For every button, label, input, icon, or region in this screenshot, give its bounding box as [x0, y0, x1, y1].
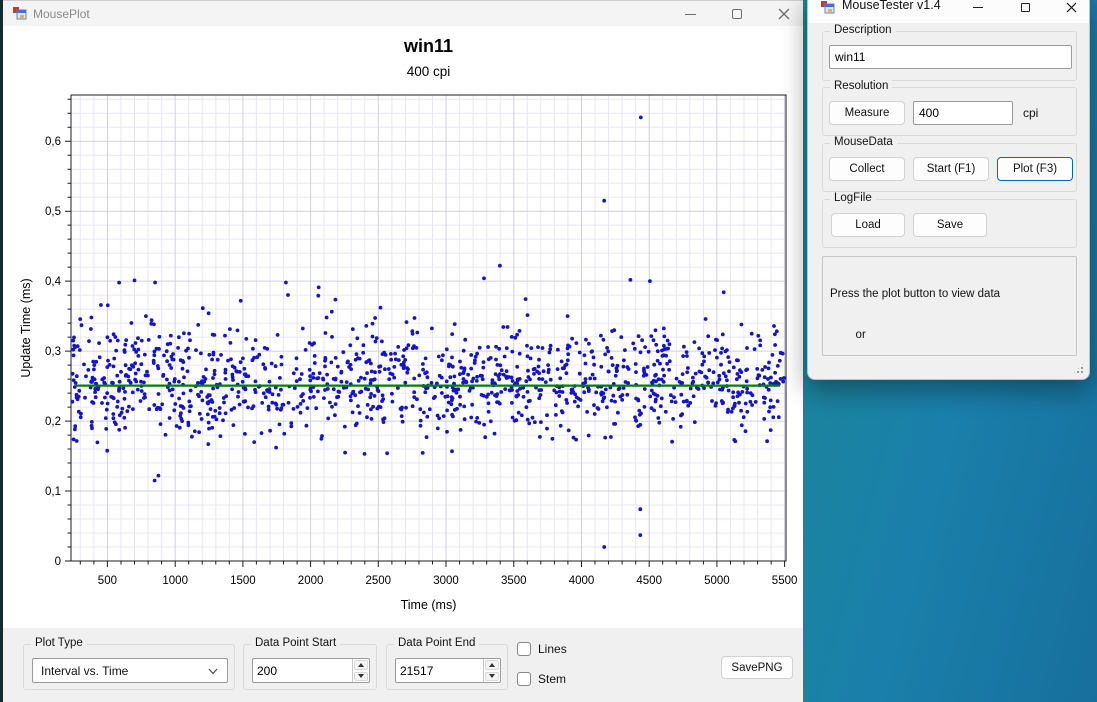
- data-point-start-spinner: [252, 658, 370, 683]
- svg-text:0,1: 0,1: [45, 486, 61, 498]
- mousedata-group: MouseData Collect Start (F1) Plot (F3): [822, 136, 1077, 192]
- close-icon: [778, 8, 790, 20]
- svg-text:1000: 1000: [162, 575, 188, 587]
- plot-type-value: Interval vs. Time: [41, 663, 129, 678]
- chevron-down-icon: [208, 668, 218, 675]
- svg-text:0,6: 0,6: [45, 136, 61, 148]
- chart-title: win11: [403, 36, 454, 56]
- save-button[interactable]: Save: [913, 213, 987, 237]
- close-button[interactable]: [761, 1, 807, 27]
- data-point-start-input[interactable]: [253, 659, 352, 682]
- plot-type-group: Plot Type Interval vs. Time: [23, 637, 235, 690]
- stem-option: Stem: [517, 672, 566, 686]
- svg-text:0,3: 0,3: [45, 346, 61, 358]
- spin-down-button[interactable]: [354, 671, 368, 681]
- spin-up-button[interactable]: [354, 660, 368, 670]
- data-point-start-label: Data Point Start: [251, 637, 341, 649]
- status-line: Press the plot button to view data: [830, 288, 1001, 301]
- arrow-up-icon: [358, 662, 364, 667]
- svg-text:Time (ms): Time (ms): [401, 598, 457, 612]
- status-box: Press the plot button to view data or Pr…: [822, 256, 1077, 356]
- lines-checkbox-label: Lines: [538, 642, 567, 656]
- lines-option: Lines: [517, 642, 567, 656]
- mousedata-group-label: MouseData: [830, 136, 897, 148]
- close-icon: [1066, 2, 1076, 12]
- description-group: Description: [822, 24, 1077, 81]
- maximize-button[interactable]: [1005, 0, 1045, 21]
- app-icon: [821, 1, 835, 14]
- collect-button[interactable]: Collect: [829, 157, 905, 181]
- data-point-end-group: Data Point End: [386, 637, 508, 690]
- window-title: MousePlot: [33, 7, 90, 21]
- mouseplot-window: MousePlot win11 400 cpi 500 1000 1500 2000 2…: [3, 0, 803, 702]
- load-button[interactable]: Load: [831, 213, 905, 237]
- data-point-start-group: Data Point Start: [243, 637, 377, 690]
- maximize-button[interactable]: [714, 1, 760, 27]
- arrow-up-icon: [489, 662, 495, 667]
- plot-controls-bar: Plot Type Interval vs. Time Data Point S…: [3, 628, 803, 702]
- svg-text:500: 500: [98, 575, 117, 587]
- svg-text:3000: 3000: [433, 575, 459, 587]
- spin-down-button[interactable]: [485, 671, 499, 681]
- svg-text:1500: 1500: [230, 575, 256, 587]
- data-point-end-spin-buttons: [483, 659, 500, 682]
- data-point-end-input[interactable]: [396, 659, 483, 682]
- svg-text:Update Time (ms): Update Time (ms): [19, 278, 33, 377]
- save-png-button[interactable]: SavePNG: [721, 656, 793, 679]
- resolution-group-label: Resolution: [830, 80, 893, 92]
- scatter-plot: 500 1000 1500 2000 2500 3000 3500 4000 4500 5000 5…: [19, 94, 798, 612]
- svg-text:4500: 4500: [636, 575, 662, 587]
- resolution-group: Resolution Measure cpi: [822, 80, 1077, 136]
- measure-button[interactable]: Measure: [829, 101, 905, 125]
- minimize-button[interactable]: [667, 1, 713, 27]
- logfile-group: LogFile Load Save: [822, 192, 1077, 248]
- stem-checkbox-label: Stem: [538, 672, 567, 686]
- maximize-icon: [1020, 2, 1030, 12]
- mousetester-window: MouseTester v1.4 Description Resolution …: [807, 0, 1090, 380]
- stem-checkbox[interactable]: [517, 672, 531, 686]
- cpi-input[interactable]: [913, 101, 1013, 125]
- app-icon: [13, 7, 27, 20]
- svg-text:3500: 3500: [501, 575, 527, 587]
- lines-checkbox[interactable]: [517, 642, 531, 656]
- description-group-label: Description: [830, 24, 896, 36]
- plot-surface: win11 400 cpi 500 1000 1500 2000 2500 3000 350…: [3, 26, 803, 628]
- svg-text:2500: 2500: [366, 575, 392, 587]
- cpi-unit-label: cpi: [1023, 106, 1039, 120]
- window-title: MouseTester v1.4: [842, 0, 941, 12]
- plot-type-group-label: Plot Type: [31, 637, 87, 649]
- svg-text:0,2: 0,2: [45, 416, 61, 428]
- resize-grip[interactable]: [1073, 363, 1084, 374]
- svg-text:4000: 4000: [569, 575, 595, 587]
- svg-text:5500: 5500: [772, 575, 798, 587]
- status-line: or: [830, 328, 866, 341]
- minimize-button[interactable]: [958, 0, 998, 21]
- data-point-end-spinner: [395, 658, 501, 683]
- data-point-start-spin-buttons: [352, 659, 369, 682]
- logfile-group-label: LogFile: [830, 192, 876, 204]
- mousetester-titlebar: MouseTester v1.4: [808, 0, 1089, 23]
- svg-text:0,5: 0,5: [45, 206, 61, 218]
- svg-text:0,4: 0,4: [45, 276, 62, 288]
- svg-text:2000: 2000: [298, 575, 324, 587]
- description-input[interactable]: [829, 45, 1072, 69]
- arrow-down-icon: [358, 674, 364, 679]
- close-button[interactable]: [1051, 0, 1091, 21]
- start-button[interactable]: Start (F1): [913, 157, 989, 181]
- plot-button[interactable]: Plot (F3): [997, 157, 1073, 181]
- spin-up-button[interactable]: [485, 660, 499, 670]
- svg-text:0: 0: [55, 556, 61, 568]
- svg-text:5000: 5000: [704, 575, 730, 587]
- minimize-icon: [973, 6, 983, 8]
- arrow-down-icon: [489, 674, 495, 679]
- plot-type-select[interactable]: Interval vs. Time: [32, 658, 228, 683]
- mouseplot-titlebar: MousePlot: [3, 0, 803, 26]
- chart-subtitle: 400 cpi: [406, 64, 451, 79]
- data-point-end-label: Data Point End: [394, 637, 480, 649]
- window-left-edge: [0, 0, 3, 702]
- maximize-icon: [732, 9, 742, 19]
- minimize-icon: [684, 13, 696, 15]
